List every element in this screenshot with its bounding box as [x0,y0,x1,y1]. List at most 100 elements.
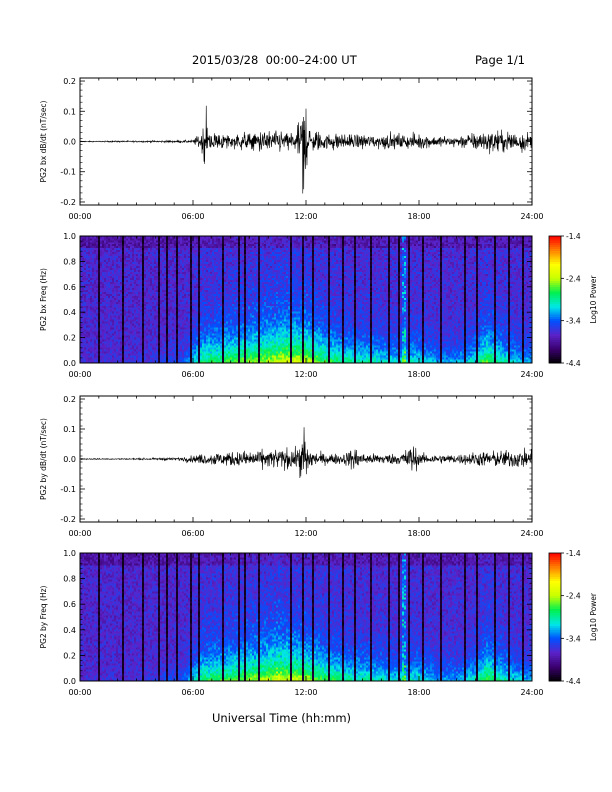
spectrogram-cell [212,285,215,288]
spectrogram-cell [88,333,91,336]
spectrogram-cell [140,335,143,338]
spectrogram-cell [188,305,191,308]
spectrogram-cell [110,241,113,245]
spectrogram-cell [196,291,199,294]
spectrogram-cell [118,323,121,326]
spectrogram-cell [228,361,231,364]
spectrogram-cell [82,331,85,334]
spectrogram-cell [230,307,233,310]
spectrogram-cell [84,343,87,346]
spectrogram-cell [222,285,225,288]
spectrogram-cell [142,249,145,253]
spectrogram-cell [190,245,193,249]
spectrogram-cell [212,317,215,320]
spectrogram-cell [204,357,207,360]
spectrogram-cell [120,271,123,274]
spectrogram-cell [122,236,125,239]
spectrogram-cell [150,343,153,346]
spectrogram-cell [114,285,117,288]
spectrogram-cell [96,343,99,346]
spectrogram-cell [172,333,175,336]
spectrogram-cell [116,291,119,294]
spectrogram-cell [132,265,135,269]
spectrogram-cell [180,331,183,334]
spectrogram-cell [142,261,145,265]
spectrogram-cell [108,273,111,276]
spectrogram-cell [84,339,87,342]
spectrogram-cell [214,249,217,253]
spectrogram-cell [180,237,183,241]
spectrogram-cell [210,255,213,259]
spectrogram-cell [158,247,161,251]
spectrogram-cell [128,321,131,324]
spectrogram-cell [208,275,211,278]
spectrogram-cell [170,236,173,239]
spectrogram-cell [198,309,201,312]
spectrogram-cell [152,287,155,290]
spectrogram-cell [218,253,221,257]
spectrogram-cell [98,273,101,276]
spectrogram-cell [176,343,179,346]
spectrogram-cell [212,247,215,251]
spectrogram-cell [106,331,109,334]
spectrogram-cell [104,291,107,294]
spectrogram-cell [172,271,175,274]
spectrogram-cell [222,251,225,255]
spectrogram-cell [210,247,213,251]
spectrogram-cell [188,295,191,298]
spectrogram-cell [130,247,133,251]
spectrogram-cell [92,245,95,249]
spectrogram-cell [110,303,113,306]
spectrogram-cell [218,357,221,360]
spectrogram-cell [170,311,173,314]
spectrogram-cell [170,301,173,304]
spectrogram-cell [216,279,219,282]
spectrogram-cell [174,241,177,245]
spectrogram-cell [228,247,231,251]
spectrogram-cell [162,325,165,328]
spectrogram-cell [124,305,127,308]
spectrogram-cell [230,339,233,342]
spectrogram-cell [134,255,137,259]
spectrogram-cell [232,345,235,348]
spectrogram-cell [180,317,183,320]
spectrogram-cell [202,351,205,354]
spectrogram-cell [230,313,233,316]
spectrogram-cell [98,351,101,354]
spectrogram-cell [120,315,123,318]
spectrogram-cell [204,309,207,312]
spectrogram-cell [96,321,99,324]
spectrogram-cell [138,259,141,263]
spectrogram-cell [112,301,115,304]
spectrogram-cell [178,361,181,364]
spectrogram-cell [178,267,181,271]
spectrogram-cell [92,309,95,312]
spectrogram-cell [192,269,195,273]
spectrogram-cell [136,307,139,310]
spectrogram-cell [90,357,93,360]
spectrogram-cell [138,279,141,282]
spectrogram-cell [100,323,103,326]
spectrogram-cell [132,305,135,308]
spectrogram-cell [90,347,93,350]
spectrogram-cell [178,297,181,300]
spectrogram-cell [124,241,127,245]
spectrogram-cell [202,361,205,364]
spectrogram-cell [112,261,115,265]
spectrogram-cell [160,357,163,360]
spectrogram-cell [140,283,143,286]
spectrogram-cell [96,307,99,310]
spectrogram-cell [226,239,229,243]
spectrogram-cell [94,319,97,322]
spectrogram-cell [88,269,91,273]
spectrogram-cell [178,355,181,358]
spectrogram-cell [218,305,221,308]
spectrogram-cell [160,277,163,280]
spectrogram-cell [80,313,83,316]
spectrogram-cell [116,259,119,263]
spectrogram-cell [116,285,119,288]
spectrogram-cell [186,259,189,263]
spectrogram-cell [140,317,143,320]
spectrogram-cell [90,309,93,312]
spectrogram-cell [214,237,217,241]
